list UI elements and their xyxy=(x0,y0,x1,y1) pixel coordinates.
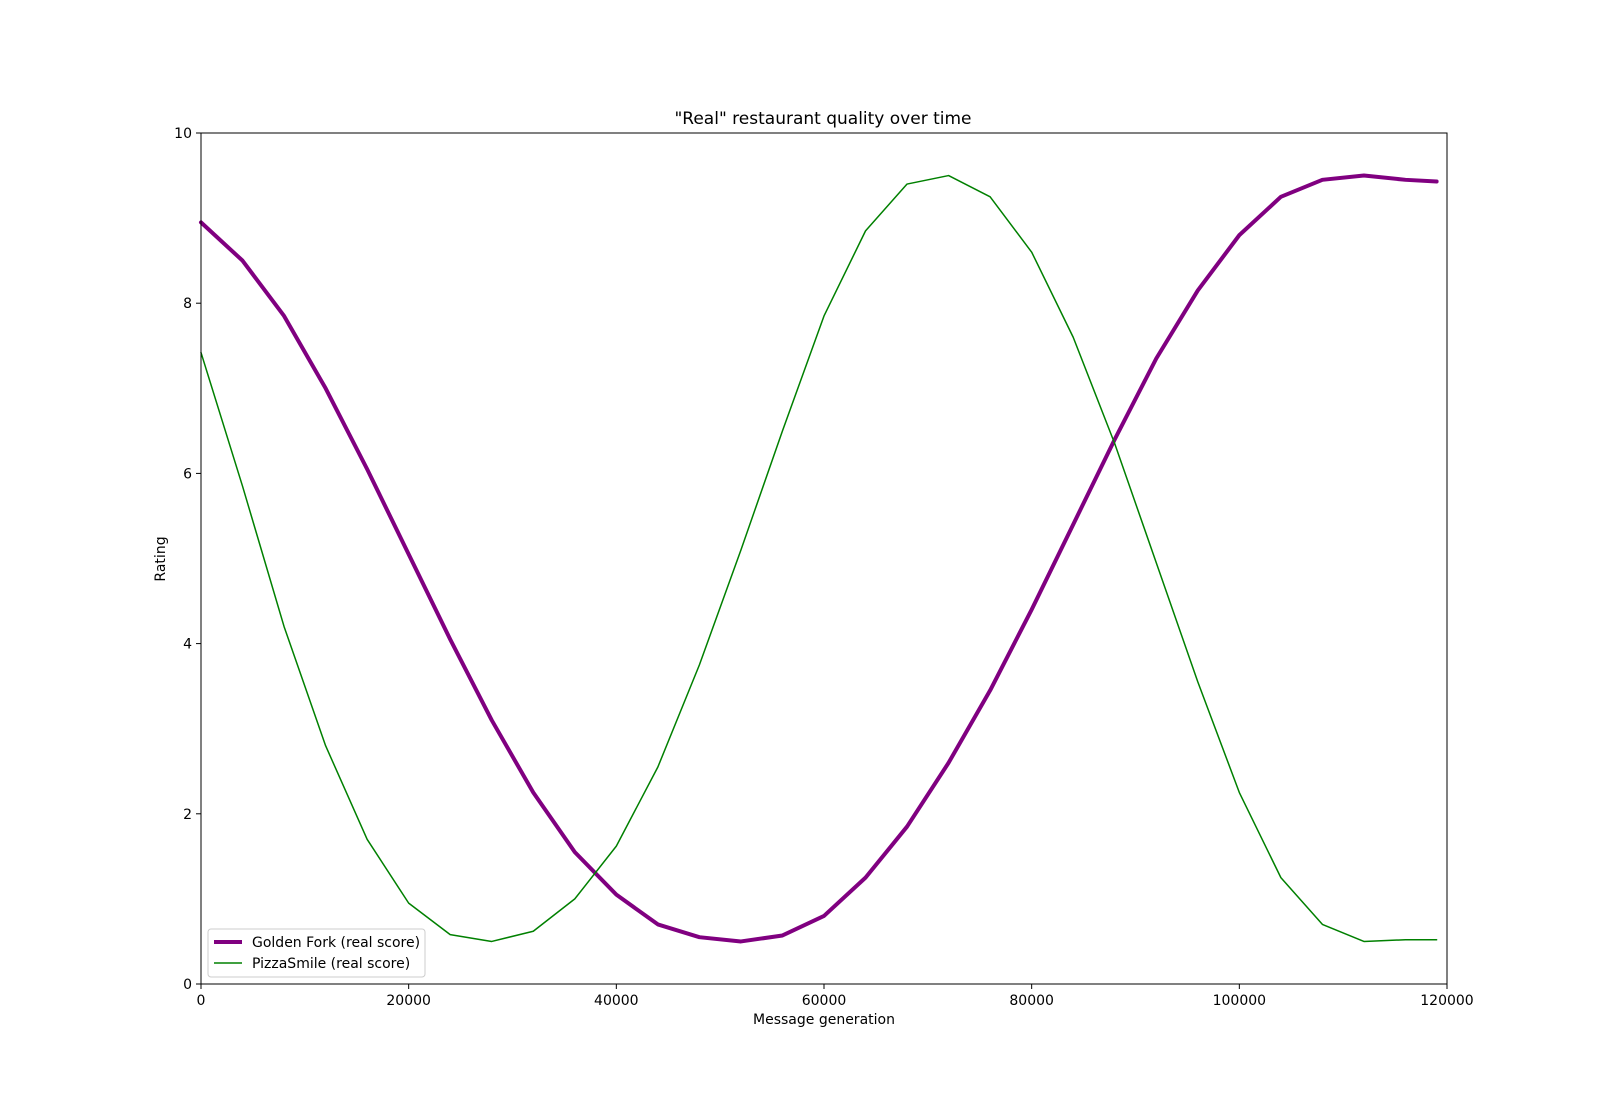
legend-label-pizzasmile: PizzaSmile (real score) xyxy=(252,956,410,972)
x-tick-label: 100000 xyxy=(1213,993,1266,1009)
x-tick-label: 60000 xyxy=(802,993,847,1009)
x-tick-label: 120000 xyxy=(1420,993,1473,1009)
legend-label-golden-fork: Golden Fork (real score) xyxy=(252,935,420,951)
legend: Golden Fork (real score) PizzaSmile (rea… xyxy=(207,928,426,978)
x-tick-label: 0 xyxy=(197,993,206,1009)
plot-area-frame xyxy=(200,132,1448,985)
y-tick-label: 6 xyxy=(183,466,192,482)
y-tick-label: 4 xyxy=(183,637,192,653)
x-tick-label: 80000 xyxy=(1009,993,1054,1009)
legend-box xyxy=(207,928,426,978)
y-axis-label: Rating xyxy=(153,536,169,581)
y-tick-label: 2 xyxy=(183,807,192,823)
series-line-pizzasmile xyxy=(200,174,1438,943)
x-axis-label: Message generation xyxy=(753,1012,895,1028)
y-tick-label: 10 xyxy=(174,126,192,142)
y-tick-label: 8 xyxy=(183,296,192,312)
x-tick-label: 40000 xyxy=(594,993,639,1009)
x-tick-label: 20000 xyxy=(386,993,431,1009)
ticks-layer: 0 20000 40000 60000 80000 100000 120000 0 2 4 6 8 10 xyxy=(174,126,1474,1009)
series-layer xyxy=(199,173,1439,944)
series-line-golden-fork xyxy=(199,173,1439,944)
y-tick-label: 0 xyxy=(183,977,192,993)
chart-title: "Real" restaurant quality over time xyxy=(674,109,971,129)
